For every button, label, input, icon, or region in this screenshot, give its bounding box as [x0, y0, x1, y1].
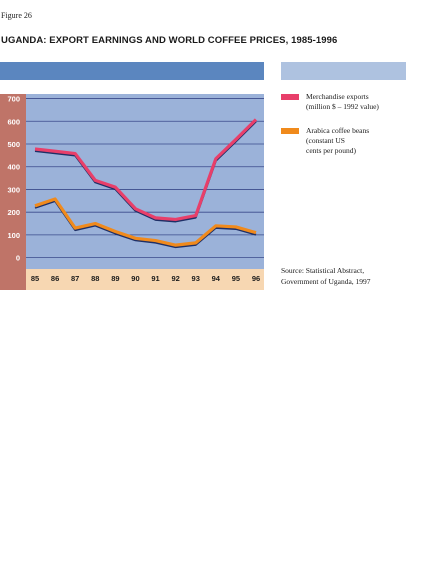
- x-tick-label: 89: [111, 274, 119, 283]
- x-tick-label: 92: [171, 274, 179, 283]
- y-tick-label: 0: [16, 254, 20, 263]
- legend-label-coffee-line3: cents per pound): [306, 146, 356, 155]
- header-bar-left: [0, 62, 264, 80]
- x-tick-label: 85: [31, 274, 39, 283]
- series-line: [34, 197, 257, 247]
- source-line1: Source: Statistical Abstract,: [281, 266, 365, 275]
- x-tick-labels: 85 86 87 88 89 90 91 92 93 94 95 96: [31, 274, 260, 283]
- legend-label-coffee: Arabica coffee beans (constant US cents …: [306, 126, 416, 156]
- y-axis-band: [0, 94, 26, 290]
- x-tick-label: 90: [131, 274, 139, 283]
- x-tick-label: 94: [212, 274, 221, 283]
- legend-swatch-coffee: [281, 128, 299, 134]
- legend-label-exports-line1: Merchandise exports: [306, 92, 369, 101]
- x-tick-label: 87: [71, 274, 79, 283]
- figure-label: Figure 26: [1, 11, 32, 20]
- source-note: Source: Statistical Abstract, Government…: [281, 266, 411, 287]
- x-tick-label: 96: [252, 274, 260, 283]
- x-tick-label: 88: [91, 274, 99, 283]
- header-bar-right: [281, 62, 406, 80]
- y-tick-label: 200: [7, 208, 20, 217]
- y-tick-label: 100: [7, 231, 20, 240]
- legend-label-exports-line2: (million $ – 1992 value): [306, 102, 379, 111]
- series-lines: [34, 118, 258, 249]
- y-tick-label: 300: [7, 185, 20, 194]
- x-tick-label: 95: [232, 274, 240, 283]
- y-tick-label: 600: [7, 117, 20, 126]
- legend-swatch-exports: [281, 94, 299, 100]
- source-line2: Government of Uganda, 1997: [281, 276, 371, 286]
- y-tick-label: 500: [7, 140, 20, 149]
- legend-label-coffee-line2: (constant US: [306, 136, 345, 145]
- chart: 700 600 500 400 300 200 100 0 85 86 87 88 89 90 91 92 9…: [0, 94, 264, 290]
- plot-background: [26, 94, 264, 269]
- series-line: [34, 118, 258, 222]
- x-axis-band: [26, 269, 264, 290]
- x-tick-label: 86: [51, 274, 59, 283]
- chart-title: UGANDA: EXPORT EARNINGS AND WORLD COFFEE…: [1, 35, 338, 46]
- legend-label-exports: Merchandise exports (million $ – 1992 va…: [306, 92, 416, 112]
- legend-label-coffee-line1: Arabica coffee beans: [306, 126, 370, 135]
- y-tick-labels: 700 600 500 400 300 200 100 0: [7, 95, 20, 263]
- x-tick-label: 93: [192, 274, 200, 283]
- y-tick-label: 400: [7, 163, 20, 172]
- x-tick-label: 91: [151, 274, 159, 283]
- y-tick-label: 700: [7, 95, 20, 104]
